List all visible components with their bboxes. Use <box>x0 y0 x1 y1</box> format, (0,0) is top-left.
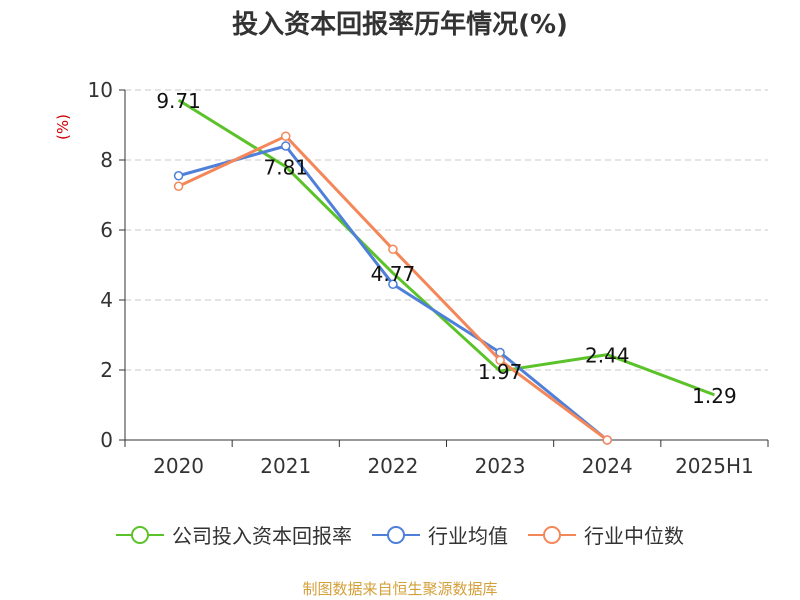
source-note: 制图数据来自恒生聚源数据库 <box>302 580 498 598</box>
legend-industry-median-line-icon <box>528 525 576 544</box>
y-tick-label: 10 <box>88 78 113 102</box>
x-tick-label: 2020 <box>153 454 204 478</box>
legend-item-industry-median[interactable]: 行业中位数 <box>528 520 684 549</box>
data-point-industry-avg <box>281 141 291 151</box>
x-tick-label: 2025H1 <box>675 454 754 478</box>
data-point-industry-avg <box>173 171 184 181</box>
data-point-industry-avg <box>388 279 398 289</box>
legend-label-industry-median: 行业中位数 <box>584 524 684 548</box>
y-axis-label: (%) <box>54 114 72 140</box>
data-point-industry-median <box>388 244 398 254</box>
legend-label-company: 公司投入资本回报率 <box>172 524 352 548</box>
data-point-industry-median <box>602 435 612 445</box>
series-line-industry-avg <box>178 144 609 442</box>
x-tick-label: 2022 <box>367 454 418 478</box>
legend-item-company[interactable]: 公司投入资本回报率 <box>116 520 352 549</box>
legend: 公司投入资本回报率 行业均值 行业中位数 <box>0 520 800 549</box>
chart-title: 投入资本回报率历年情况(%) <box>232 10 568 40</box>
x-tick-label: 2021 <box>260 454 311 478</box>
data-label: 1.29 <box>692 384 737 408</box>
data-point-industry-median <box>281 131 291 141</box>
data-label: 1.97 <box>478 360 523 384</box>
y-tick-label: 4 <box>100 288 113 312</box>
data-point-industry-median <box>173 181 184 191</box>
legend-company-line-icon <box>116 525 164 544</box>
series-line-company <box>177 98 715 397</box>
data-label: 7.81 <box>263 156 308 180</box>
data-point-industry-median <box>495 355 505 365</box>
y-tick-label: 6 <box>100 218 113 242</box>
legend-industry-avg-line-icon <box>372 525 420 544</box>
data-label: 2.44 <box>585 344 630 368</box>
legend-label-industry-avg: 行业均值 <box>428 524 508 548</box>
data-label: 9.71 <box>156 89 201 113</box>
x-tick-label: 2023 <box>475 454 526 478</box>
y-tick-label: 0 <box>100 428 113 452</box>
y-tick-label: 2 <box>100 358 113 382</box>
y-tick-label: 8 <box>100 148 113 172</box>
legend-item-industry-avg[interactable]: 行业均值 <box>372 520 508 549</box>
data-label: 4.77 <box>371 262 416 286</box>
x-tick-label: 2024 <box>582 454 633 478</box>
